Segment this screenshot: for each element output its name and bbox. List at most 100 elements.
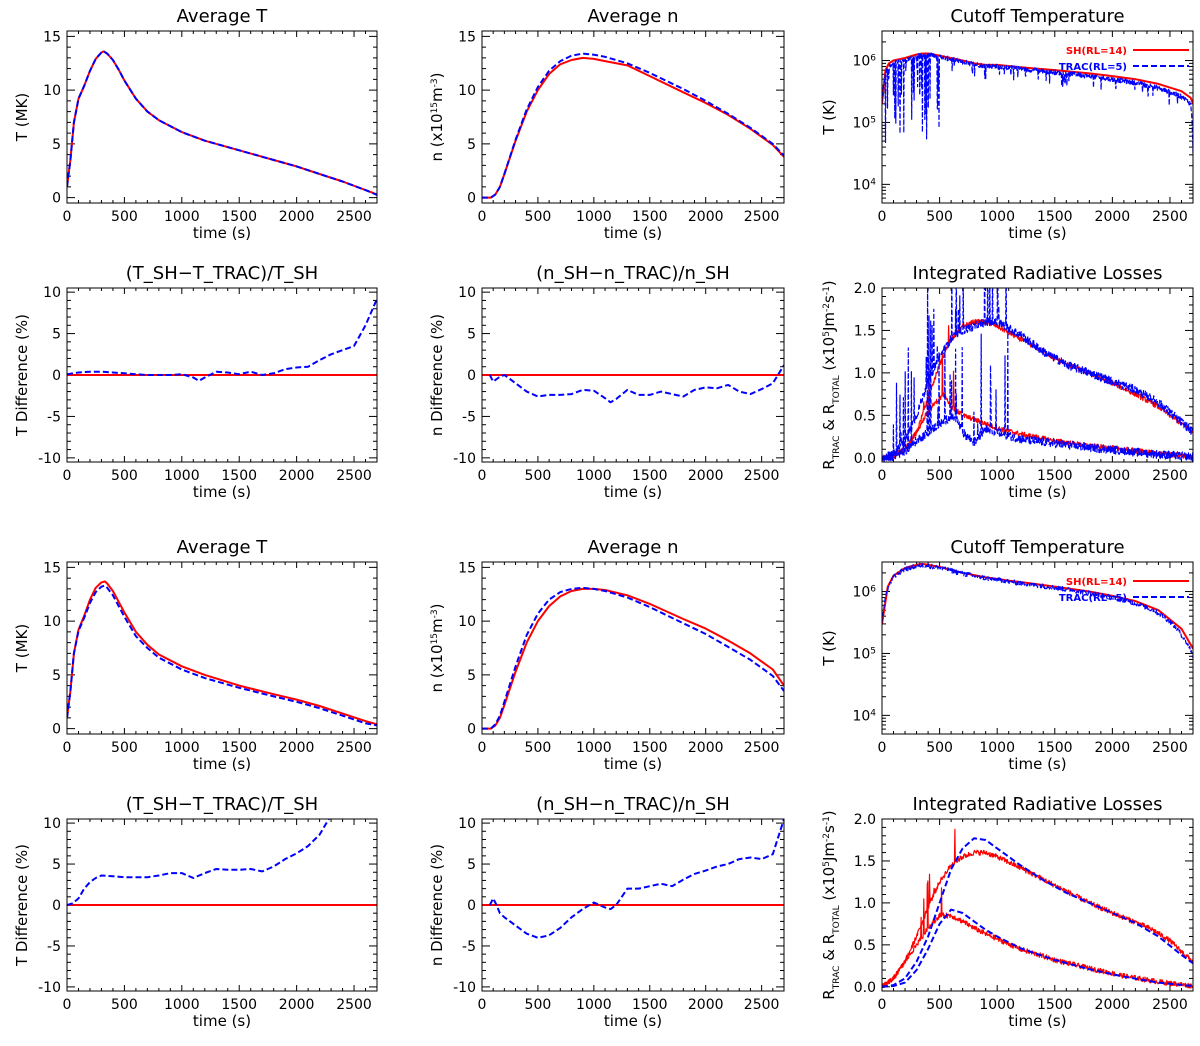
y-tick-label: -10 [453,980,476,996]
plot-frame [66,818,378,992]
y-tick-label: -5 [462,939,476,955]
series-line-2 [67,50,377,196]
y-tick-label: 0 [467,898,476,914]
x-tick-label: 1500 [221,997,257,1013]
x-tick-label: 0 [478,997,487,1013]
x-tick-label: 2500 [744,997,780,1013]
chart-title: Cutoff Temperature [950,537,1124,558]
series-line-2 [882,562,1193,659]
series-line-2 [488,819,784,939]
x-tick-label: 2500 [1152,209,1188,225]
series-line-1 [482,56,784,199]
series-line-2 [482,586,784,730]
x-axis-label: time (s) [1008,1012,1066,1030]
x-axis-label: time (s) [604,1012,662,1030]
y-tick-label: 1.0 [854,896,876,912]
x-tick-label: 2500 [744,740,780,756]
series-line-3 [882,288,1193,462]
plot-frame [881,818,1194,992]
x-tick-label: 2000 [688,209,724,225]
x-tick-label: 500 [525,997,552,1013]
x-axis-label: time (s) [193,224,251,242]
legend-label: SH(RL=14) [1066,46,1127,57]
x-tick-label: 500 [525,209,552,225]
x-tick-label: 1500 [632,209,668,225]
chart-title: Average n [587,537,678,558]
y-tick-label: 5 [52,857,61,873]
chart-title: Integrated Radiative Losses [912,794,1162,815]
panel-p12: Integrated Radiative Losses 0 500 1000 1500 2… [820,794,1194,1030]
x-tick-label: 0 [478,209,487,225]
chart-title: (n_SH−n_TRAC)/n_SH [536,263,730,284]
x-tick-label: 1000 [576,740,612,756]
y-tick-label: 15 [43,560,61,576]
series-line-1 [882,52,1193,105]
y-tick-label: 0.0 [854,980,876,996]
plot-area [482,586,784,730]
series-line-1 [67,50,377,196]
x-tick-label: 2500 [1152,740,1188,756]
x-tick-label: 500 [926,468,953,484]
y-tick-label: 0 [52,368,61,384]
panel-p6: Integrated Radiative Losses 0 500 1000 1500 2… [820,263,1194,501]
chart-title: Average T [177,6,269,27]
x-axis-label: time (s) [193,755,251,773]
y-tick-label: -10 [453,451,476,467]
x-tick-label: 1000 [164,997,200,1013]
x-tick-label: 500 [525,740,552,756]
y-tick-label: 10 [43,83,61,99]
y-tick-label: 0.5 [854,938,876,954]
y-tick-label: 0.0 [854,451,876,467]
x-tick-label: 2000 [688,740,724,756]
y-tick-label: 0 [467,722,476,738]
y-tick-label: 1.5 [854,323,876,339]
x-tick-label: 0 [878,209,887,225]
x-axis-label: time (s) [1008,483,1066,501]
x-tick-label: 2000 [1095,209,1131,225]
y-tick-label: 5 [52,137,61,153]
y-tick-label: 0.5 [854,408,876,424]
y-tick-label: 5 [52,668,61,684]
series-line-2 [482,52,784,199]
y-axis-label: n Difference (%) [428,844,446,966]
x-tick-label: 1000 [164,740,200,756]
series-line-1 [482,587,784,730]
x-axis-label: time (s) [604,224,662,242]
x-tick-label: 0 [63,468,72,484]
chart-title: Cutoff Temperature [950,6,1124,27]
plot-frame [481,30,785,204]
y-axis-label: RTRAC & RTOTAL (x105Jm-2s-1) [820,810,842,999]
panel-p5: (n_SH−n_TRAC)/n_SH 0 500 1000 1500 2000 2500 ti… [428,263,785,501]
y-tick-label: 0 [467,368,476,384]
series-line-2 [488,364,784,404]
panel-p11: (n_SH−n_TRAC)/n_SH 0 500 1000 1500 2000 2500 ti… [428,794,785,1030]
x-tick-label: 1500 [1037,209,1073,225]
y-tick-label: 104 [852,177,876,193]
x-tick-label: 1500 [221,740,257,756]
plot-area [67,298,377,382]
y-tick-label: 0 [52,722,61,738]
y-tick-label: -5 [47,409,61,425]
y-tick-label: 105 [852,646,876,662]
y-tick-label: 1.0 [854,366,876,382]
series-line-1 [67,580,377,726]
x-tick-label: 500 [111,209,138,225]
x-axis-label: time (s) [193,483,251,501]
y-tick-label: 2.0 [854,281,876,297]
x-tick-label: 0 [63,997,72,1013]
y-tick-label: 0 [467,191,476,207]
plot-area [482,52,784,199]
y-tick-label: 10 [458,285,476,301]
panel-p7: Average T 0 500 1000 1500 2000 2500 time (s) 0 5 1… [13,537,378,773]
y-tick-label: 15 [458,560,476,576]
x-tick-label: 2500 [336,997,372,1013]
x-tick-label: 2000 [1095,468,1131,484]
plot-frame [881,287,1194,463]
legend-label: SH(RL=14) [1066,577,1127,588]
x-axis-label: time (s) [1008,224,1066,242]
x-tick-label: 2000 [688,997,724,1013]
chart-title: Integrated Radiative Losses [912,263,1162,284]
x-tick-label: 2000 [279,740,315,756]
x-tick-label: 0 [878,740,887,756]
y-tick-label: 10 [458,614,476,630]
